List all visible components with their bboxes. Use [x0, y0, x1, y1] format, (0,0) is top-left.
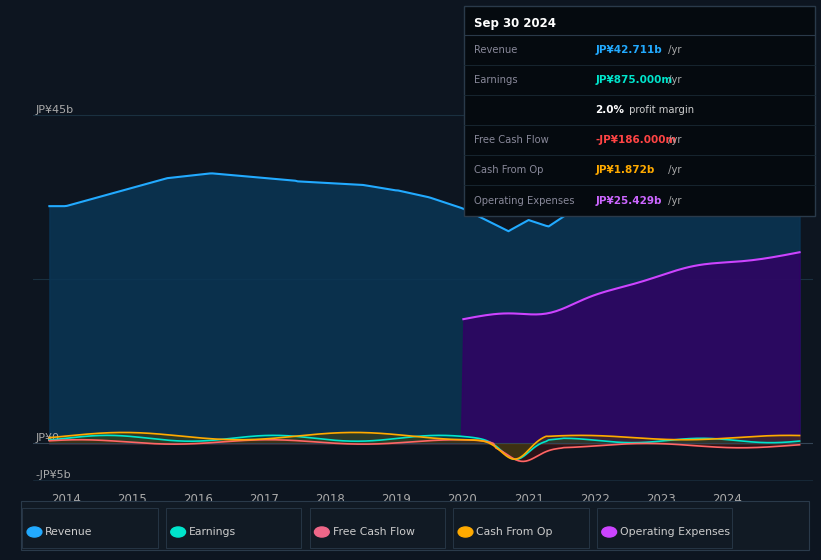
Text: /yr: /yr [665, 195, 681, 206]
Text: JP¥1.872b: JP¥1.872b [595, 165, 654, 175]
Text: profit margin: profit margin [626, 105, 695, 115]
Text: JP¥25.429b: JP¥25.429b [595, 195, 662, 206]
Text: Earnings: Earnings [189, 527, 236, 537]
Text: JP¥45b: JP¥45b [35, 105, 73, 115]
Text: JP¥875.000m: JP¥875.000m [595, 75, 672, 85]
Text: /yr: /yr [665, 45, 681, 55]
Text: Free Cash Flow: Free Cash Flow [333, 527, 415, 537]
Text: Operating Expenses: Operating Expenses [474, 195, 574, 206]
Text: Cash From Op: Cash From Op [474, 165, 544, 175]
Text: /yr: /yr [665, 135, 681, 145]
Text: Free Cash Flow: Free Cash Flow [474, 135, 548, 145]
Text: /yr: /yr [665, 75, 681, 85]
Text: Cash From Op: Cash From Op [476, 527, 553, 537]
Text: -JP¥186.000m: -JP¥186.000m [595, 135, 677, 145]
Text: Operating Expenses: Operating Expenses [620, 527, 730, 537]
Text: 2.0%: 2.0% [595, 105, 624, 115]
Text: -JP¥5b: -JP¥5b [35, 470, 71, 480]
Text: Revenue: Revenue [45, 527, 93, 537]
Text: Revenue: Revenue [474, 45, 517, 55]
Text: Earnings: Earnings [474, 75, 517, 85]
Text: JP¥42.711b: JP¥42.711b [595, 45, 662, 55]
Text: JP¥0: JP¥0 [35, 433, 59, 444]
Text: Sep 30 2024: Sep 30 2024 [474, 17, 556, 30]
Text: /yr: /yr [665, 165, 681, 175]
